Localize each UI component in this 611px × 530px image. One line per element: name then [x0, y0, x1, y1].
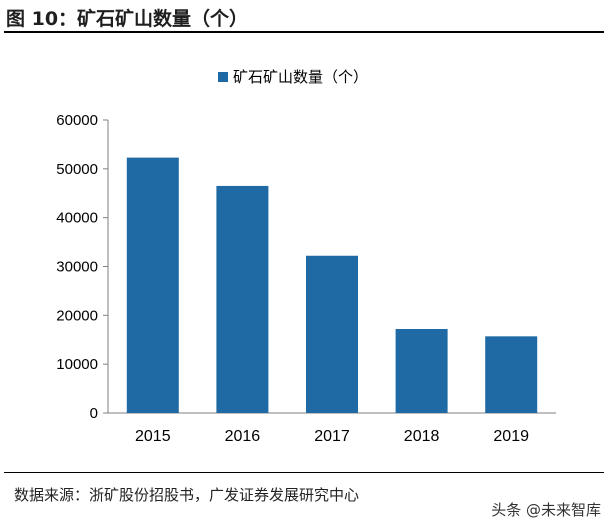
y-tick-label: 60000	[56, 112, 98, 129]
legend-label: 矿石矿山数量（个）	[233, 68, 368, 86]
y-tick-label: 50000	[56, 161, 98, 178]
legend: 矿石矿山数量（个）	[218, 68, 368, 86]
x-tick-labels: 2015 2016 2017 2018 2019	[135, 428, 529, 445]
bar-2018	[395, 329, 448, 413]
x-tick-label: 2019	[493, 428, 529, 445]
watermark: 头条 @未来智库	[491, 501, 601, 519]
y-tick-label: 30000	[56, 259, 98, 276]
x-tick-label: 2015	[135, 428, 171, 445]
y-tick-label: 20000	[56, 307, 98, 324]
figure-title: 图 10：矿石矿山数量（个）	[6, 8, 249, 30]
y-tick-label: 10000	[56, 356, 98, 373]
bar-2017	[306, 255, 358, 413]
x-tick-label: 2018	[404, 428, 440, 445]
chart-bars	[126, 157, 538, 413]
bar-2019	[485, 336, 538, 413]
legend-swatch	[218, 72, 228, 82]
y-tick-label: 0	[90, 405, 98, 422]
title-divider	[4, 31, 604, 33]
data-source: 数据来源：浙矿股份招股书，广发证券发展研究中心	[14, 486, 360, 504]
x-tick-label: 2016	[225, 428, 261, 445]
bar-2015	[126, 157, 179, 413]
bar-2016	[216, 185, 269, 413]
x-tick-label: 2017	[314, 428, 350, 445]
y-tick-label: 40000	[56, 210, 98, 227]
bar-chart: 矿石矿山数量（个） 2015 2016 2017 2018 2019 0 10000 200…	[56, 68, 556, 445]
source-divider	[4, 472, 604, 473]
y-tick-labels: 0 10000 20000 30000 40000 50000 60000	[56, 112, 98, 422]
